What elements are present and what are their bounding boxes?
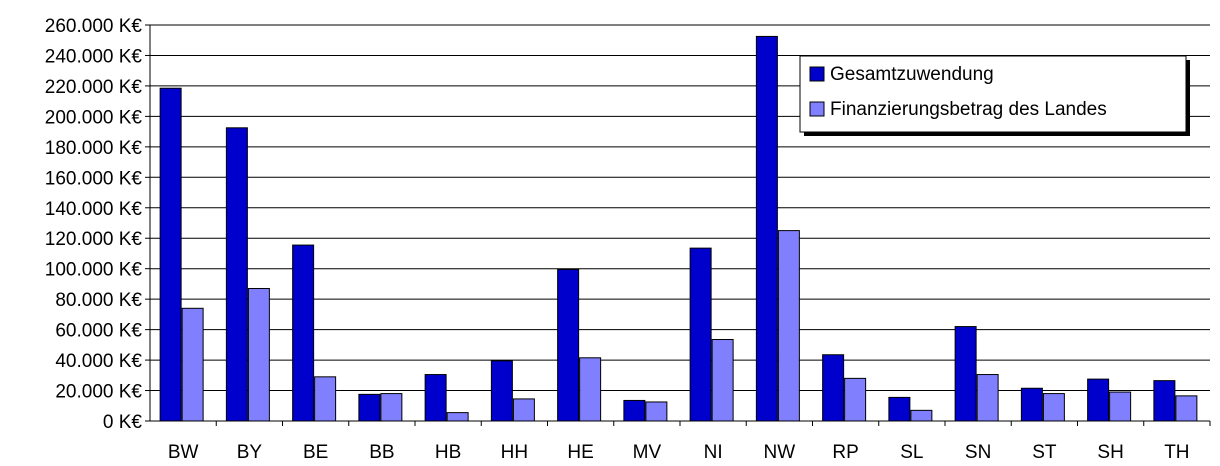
bar-gesamtzuwendung-bw: [159, 87, 182, 422]
y-tick-label: 100.000 K€: [45, 260, 143, 281]
y-tick-label: 220.000 K€: [45, 77, 143, 98]
y-tick-label: 180.000 K€: [45, 138, 143, 159]
x-tick-label: BW: [168, 442, 199, 463]
bar-finanzierungsbetrag-sh: [1109, 391, 1132, 422]
bar-finanzierungsbetrag-rp: [844, 377, 867, 422]
x-tick-label: BE: [303, 442, 328, 463]
bar-gesamtzuwendung-hh: [490, 360, 513, 422]
bar-finanzierungsbetrag-ni: [711, 339, 734, 422]
y-tick-label: 140.000 K€: [45, 199, 143, 220]
bar-gesamtzuwendung-sn: [954, 326, 977, 422]
bar-finanzierungsbetrag-sl: [910, 409, 933, 422]
y-tick-label: 160.000 K€: [45, 168, 143, 189]
legend-label: Finanzierungsbetrag des Landes: [830, 99, 1107, 120]
bars: [159, 35, 1198, 422]
bar-gesamtzuwendung-bb: [358, 393, 381, 422]
y-tick-label: 120.000 K€: [45, 229, 143, 250]
bar-gesamtzuwendung-ni: [689, 247, 712, 422]
x-tick-label: HH: [501, 442, 528, 463]
bar-gesamtzuwendung-th: [1153, 380, 1176, 422]
bar-finanzierungsbetrag-st: [1042, 393, 1065, 422]
bar-finanzierungsbetrag-by: [247, 287, 270, 422]
x-tick-label: MV: [633, 442, 662, 463]
bar-gesamtzuwendung-he: [557, 268, 580, 422]
x-tick-label: NW: [764, 442, 796, 463]
bar-finanzierungsbetrag-hh: [512, 398, 535, 422]
bar-gesamtzuwendung-mv: [623, 399, 646, 422]
legend-swatch: [809, 101, 825, 117]
y-tick-label: 80.000 K€: [55, 290, 142, 311]
bar-finanzierungsbetrag-sn: [976, 374, 999, 422]
bar-gesamtzuwendung-nw: [755, 35, 778, 422]
bar-gesamtzuwendung-by: [225, 127, 248, 422]
y-tick-label: 260.000 K€: [45, 16, 143, 37]
y-tick-label: 240.000 K€: [45, 46, 143, 67]
bar-finanzierungsbetrag-he: [579, 357, 602, 422]
legend-box: [799, 55, 1187, 133]
bar-gesamtzuwendung-st: [1020, 387, 1043, 422]
x-tick-label: ST: [1032, 442, 1057, 463]
x-tick-label: SH: [1097, 442, 1123, 463]
y-axis-ticks: 0 K€ 20.000 K€ 40.000 K€ 60.000 K€ 80.000 K€…: [45, 16, 150, 433]
y-tick-label: 60.000 K€: [55, 321, 142, 342]
y-tick-label: 20.000 K€: [55, 382, 142, 403]
legend: Gesamtzuwendung Finanzierungsbetrag des L…: [799, 55, 1190, 136]
x-tick-label: TH: [1164, 442, 1189, 463]
bar-finanzierungsbetrag-bb: [380, 393, 403, 422]
legend-label: Gesamtzuwendung: [830, 64, 994, 85]
legend-swatch: [809, 66, 825, 82]
bar-finanzierungsbetrag-be: [314, 376, 337, 422]
y-tick-label: 200.000 K€: [45, 107, 143, 128]
x-axis-ticks: BW BY BE BB HB HH HE MV NI NW RP SL SN ST SH TH: [168, 421, 1211, 463]
x-tick-label: SL: [900, 442, 923, 463]
y-tick-label: 0 K€: [103, 412, 143, 433]
x-tick-label: BY: [237, 442, 263, 463]
bar-finanzierungsbetrag-nw: [777, 230, 800, 422]
bar-gesamtzuwendung-rp: [822, 354, 845, 422]
bar-gesamtzuwendung-be: [292, 244, 315, 422]
bar-gesamtzuwendung-sl: [888, 396, 911, 422]
x-tick-label: NI: [704, 442, 723, 463]
bar-finanzierungsbetrag-mv: [645, 401, 668, 422]
bar-finanzierungsbetrag-th: [1175, 395, 1198, 422]
bar-finanzierungsbetrag-hb: [446, 412, 469, 422]
bar-gesamtzuwendung-hb: [424, 374, 447, 422]
y-tick-label: 40.000 K€: [55, 351, 142, 372]
x-tick-label: HE: [567, 442, 593, 463]
bar-finanzierungsbetrag-bw: [181, 307, 204, 422]
x-tick-label: SN: [965, 442, 991, 463]
x-tick-label: BB: [369, 442, 394, 463]
x-tick-label: RP: [832, 442, 858, 463]
x-tick-label: HB: [435, 442, 461, 463]
bar-gesamtzuwendung-sh: [1087, 378, 1110, 422]
